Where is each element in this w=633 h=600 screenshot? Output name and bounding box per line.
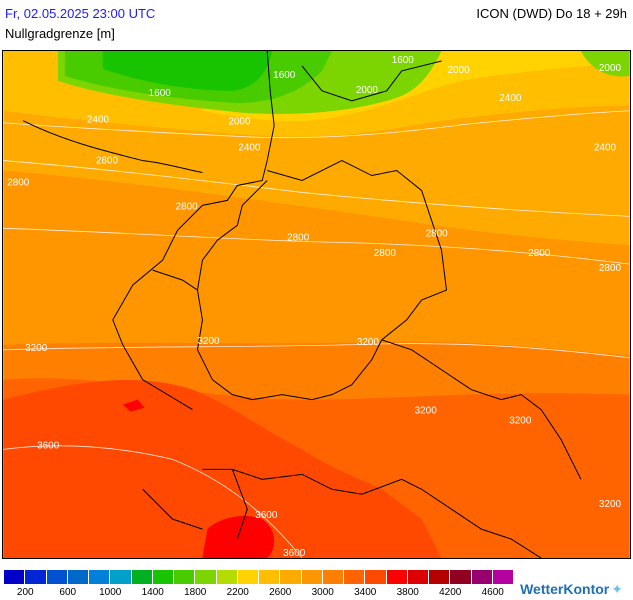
contour-label: 3200 bbox=[509, 416, 532, 427]
legend-swatch bbox=[322, 570, 343, 584]
legend-swatch bbox=[4, 570, 25, 584]
legend-tick-label: 3800 bbox=[396, 587, 419, 598]
legend-swatch bbox=[110, 570, 131, 584]
valid-time-label: Fr, 02.05.2025 23:00 UTC bbox=[5, 6, 156, 21]
contour-label: 2000 bbox=[447, 65, 470, 76]
legend-swatch bbox=[46, 570, 67, 584]
contour-label: 2800 bbox=[7, 177, 30, 188]
contour-label: 3600 bbox=[255, 510, 278, 521]
contour-label: 2800 bbox=[176, 201, 199, 212]
legend-swatch bbox=[429, 570, 450, 584]
legend-swatch bbox=[492, 570, 513, 584]
legend-swatch bbox=[471, 570, 492, 584]
legend-tick-label: 2600 bbox=[269, 587, 292, 598]
contour-label: 2400 bbox=[87, 115, 110, 126]
legend-swatch bbox=[237, 570, 258, 584]
legend-swatch bbox=[131, 570, 152, 584]
legend-swatch bbox=[259, 570, 280, 584]
legend-tick-label: 2200 bbox=[226, 587, 249, 598]
contour-label: 1600 bbox=[273, 70, 296, 81]
contour-label: 1600 bbox=[392, 55, 415, 66]
isolines bbox=[3, 110, 630, 558]
contour-label: 3600 bbox=[37, 440, 60, 451]
contour-label: 2000 bbox=[599, 63, 622, 74]
contour-label: 3200 bbox=[197, 336, 220, 347]
contour-label: 3200 bbox=[25, 343, 48, 354]
legend-tick-label: 3000 bbox=[311, 587, 334, 598]
borders bbox=[22, 51, 582, 558]
logo-mark-icon: ✦ bbox=[611, 581, 623, 597]
legend-tick-label: 1400 bbox=[141, 587, 164, 598]
freezing-level-map: 1600 1600 1600 2000 2000 2000 2000 2400 … bbox=[2, 50, 631, 559]
model-run-label: ICON (DWD) Do 18 + 29h bbox=[476, 6, 627, 21]
contour-label: 1600 bbox=[149, 88, 172, 99]
field-3800-small bbox=[122, 399, 145, 412]
contour-label: 2800 bbox=[96, 156, 119, 167]
legend-swatch bbox=[195, 570, 216, 584]
contour-label: 2800 bbox=[374, 248, 397, 259]
legend-tick-label: 4600 bbox=[481, 587, 504, 598]
legend-swatch bbox=[344, 570, 365, 584]
legend-swatch bbox=[67, 570, 88, 584]
contour-label: 2800 bbox=[287, 232, 310, 243]
legend-tick-label: 600 bbox=[59, 587, 77, 598]
legend-tick-label: 1800 bbox=[184, 587, 207, 598]
field-1600 bbox=[102, 51, 273, 91]
legend-tick-label: 3400 bbox=[354, 587, 377, 598]
contour-label: 2000 bbox=[356, 85, 379, 96]
parameter-title: Nullgradgrenze [m] bbox=[5, 26, 115, 41]
legend-swatch bbox=[386, 570, 407, 584]
contour-label: 3600 bbox=[283, 548, 306, 559]
contour-label: 2400 bbox=[499, 93, 522, 104]
contour-label: 3200 bbox=[357, 337, 380, 348]
contour-labels: 1600 1600 1600 2000 2000 2000 2000 2400 … bbox=[7, 55, 622, 559]
contour-label: 2800 bbox=[426, 228, 449, 239]
legend-tick-label: 1000 bbox=[99, 587, 122, 598]
legend-swatch bbox=[450, 570, 471, 584]
legend-swatch bbox=[301, 570, 322, 584]
legend-swatch bbox=[25, 570, 46, 584]
legend-tick-label: 200 bbox=[16, 587, 34, 598]
contour-label: 3200 bbox=[415, 406, 438, 417]
legend-swatch bbox=[152, 570, 173, 584]
wetterkontor-logo: WetterKontor ✦ bbox=[520, 581, 623, 597]
field-2000-east bbox=[580, 51, 630, 77]
legend-swatch bbox=[89, 570, 110, 584]
contour-label: 2800 bbox=[528, 248, 551, 259]
contour-label: 2400 bbox=[238, 143, 261, 154]
contour-label: 2400 bbox=[594, 143, 617, 154]
legend-tick-label: 4200 bbox=[439, 587, 462, 598]
legend-swatch bbox=[174, 570, 195, 584]
color-scale-legend: 200 600 1000 1400 1800 2200 2600 3000 3400 3800 42… bbox=[4, 570, 514, 600]
legend-swatch bbox=[280, 570, 301, 584]
legend-swatch bbox=[216, 570, 237, 584]
contour-label: 2800 bbox=[599, 263, 622, 274]
legend-swatch bbox=[365, 570, 386, 584]
contour-label: 3200 bbox=[599, 499, 622, 510]
contour-label: 2000 bbox=[228, 117, 251, 128]
legend-swatch bbox=[407, 570, 428, 584]
